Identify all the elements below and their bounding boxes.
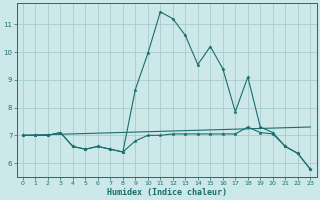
X-axis label: Humidex (Indice chaleur): Humidex (Indice chaleur) xyxy=(107,188,227,197)
